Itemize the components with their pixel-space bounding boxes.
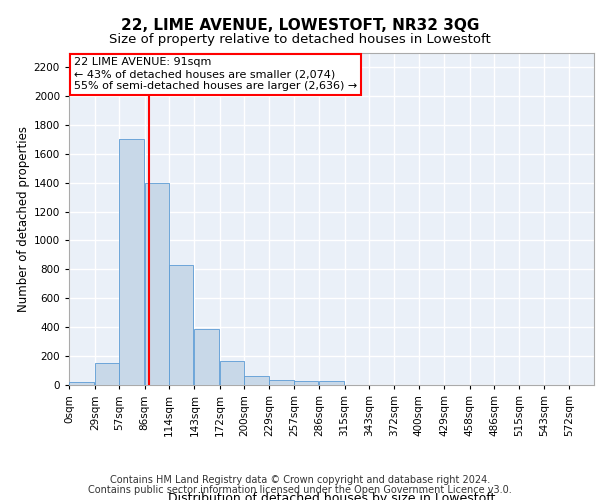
Bar [70,382,94,385]
X-axis label: Distribution of detached houses by size in Lowestoft: Distribution of detached houses by size … [168,492,495,500]
Y-axis label: Number of detached properties: Number of detached properties [17,126,29,312]
Bar [244,376,269,385]
Text: Contains public sector information licensed under the Open Government Licence v3: Contains public sector information licen… [88,485,512,495]
Bar [319,380,344,385]
Bar [145,182,169,385]
Text: Size of property relative to detached houses in Lowestoft: Size of property relative to detached ho… [109,32,491,46]
Bar [95,362,119,385]
Bar [269,380,294,385]
Bar [119,139,143,385]
Bar [169,265,193,385]
Bar [294,380,319,385]
Bar [194,330,219,385]
Text: 22, LIME AVENUE, LOWESTOFT, NR32 3QG: 22, LIME AVENUE, LOWESTOFT, NR32 3QG [121,18,479,32]
Bar [220,361,244,385]
Text: 22 LIME AVENUE: 91sqm
← 43% of detached houses are smaller (2,074)
55% of semi-d: 22 LIME AVENUE: 91sqm ← 43% of detached … [74,58,358,90]
Text: Contains HM Land Registry data © Crown copyright and database right 2024.: Contains HM Land Registry data © Crown c… [110,475,490,485]
